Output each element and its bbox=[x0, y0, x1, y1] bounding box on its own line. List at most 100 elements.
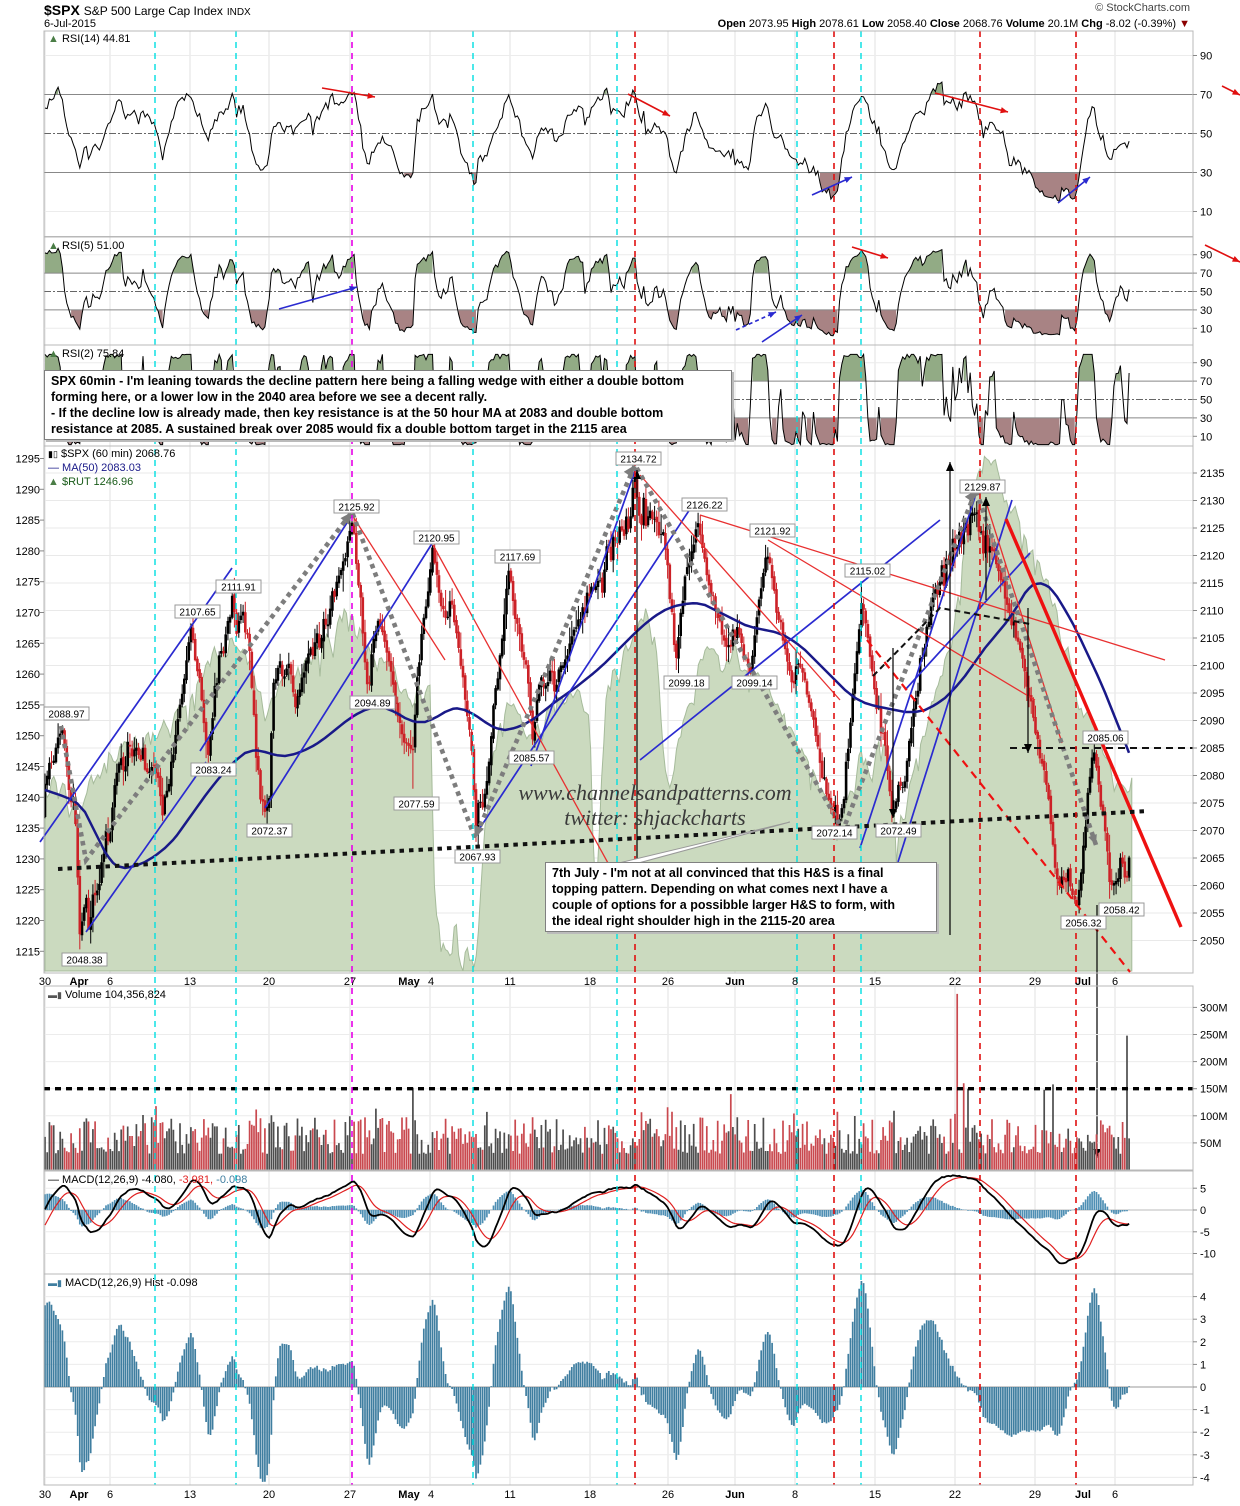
svg-text:6: 6 bbox=[1112, 976, 1118, 988]
svg-text:15: 15 bbox=[869, 1489, 881, 1501]
svg-text:70: 70 bbox=[1200, 90, 1212, 102]
svg-text:10: 10 bbox=[1200, 323, 1212, 335]
svg-text:2058.42: 2058.42 bbox=[1103, 906, 1140, 917]
svg-text:29: 29 bbox=[1029, 1489, 1041, 1501]
svg-text:1280: 1280 bbox=[16, 546, 40, 558]
svg-text:Jun: Jun bbox=[725, 976, 745, 988]
svg-text:50: 50 bbox=[1200, 129, 1212, 141]
svg-text:2095: 2095 bbox=[1200, 688, 1224, 700]
svg-text:-1: -1 bbox=[1200, 1405, 1210, 1417]
svg-text:8: 8 bbox=[792, 976, 798, 988]
svg-text:1230: 1230 bbox=[16, 854, 40, 866]
svg-text:6: 6 bbox=[107, 976, 113, 988]
svg-text:4: 4 bbox=[428, 1489, 434, 1501]
svg-text:1270: 1270 bbox=[16, 608, 40, 620]
svg-text:150M: 150M bbox=[1200, 1084, 1228, 1096]
svg-text:-5: -5 bbox=[1200, 1227, 1210, 1239]
svg-text:2067.93: 2067.93 bbox=[459, 853, 496, 864]
svg-text:2080: 2080 bbox=[1200, 771, 1224, 783]
svg-text:2110: 2110 bbox=[1200, 606, 1224, 618]
svg-text:2126.22: 2126.22 bbox=[686, 501, 723, 512]
svg-text:1225: 1225 bbox=[16, 885, 40, 897]
svg-text:1290: 1290 bbox=[16, 484, 40, 496]
svg-text:300M: 300M bbox=[1200, 1002, 1228, 1014]
svg-text:2056.32: 2056.32 bbox=[1065, 919, 1102, 930]
svg-text:2120: 2120 bbox=[1200, 551, 1224, 563]
svg-text:2085.06: 2085.06 bbox=[1087, 734, 1124, 745]
svg-text:2100: 2100 bbox=[1200, 661, 1224, 673]
svg-text:2070: 2070 bbox=[1200, 826, 1224, 838]
svg-text:2050: 2050 bbox=[1200, 936, 1224, 948]
svg-text:2055: 2055 bbox=[1200, 908, 1224, 920]
svg-text:2121.92: 2121.92 bbox=[754, 527, 791, 538]
svg-text:2072.14: 2072.14 bbox=[816, 829, 853, 840]
svg-text:20: 20 bbox=[263, 976, 275, 988]
svg-text:2094.89: 2094.89 bbox=[354, 699, 391, 710]
svg-text:50: 50 bbox=[1200, 287, 1212, 299]
svg-text:2134.72: 2134.72 bbox=[620, 455, 657, 466]
svg-text:6: 6 bbox=[1112, 1489, 1118, 1501]
svg-text:18: 18 bbox=[584, 1489, 596, 1501]
svg-text:1240: 1240 bbox=[16, 792, 40, 804]
svg-text:30: 30 bbox=[1200, 413, 1212, 425]
svg-text:4: 4 bbox=[1200, 1292, 1206, 1304]
svg-text:27: 27 bbox=[344, 976, 356, 988]
svg-text:29: 29 bbox=[1029, 976, 1041, 988]
svg-text:18: 18 bbox=[584, 976, 596, 988]
svg-text:3: 3 bbox=[1200, 1314, 1206, 1326]
svg-text:2090: 2090 bbox=[1200, 716, 1224, 728]
svg-text:2117.69: 2117.69 bbox=[500, 553, 536, 564]
svg-text:200M: 200M bbox=[1200, 1057, 1228, 1069]
svg-text:2129.87: 2129.87 bbox=[964, 483, 1001, 494]
svg-text:1215: 1215 bbox=[16, 946, 40, 958]
svg-text:-3: -3 bbox=[1200, 1450, 1210, 1462]
svg-text:0: 0 bbox=[1200, 1382, 1206, 1394]
svg-text:1265: 1265 bbox=[16, 638, 40, 650]
svg-text:22: 22 bbox=[949, 1489, 961, 1501]
svg-text:1260: 1260 bbox=[16, 669, 40, 681]
svg-text:27: 27 bbox=[344, 1489, 356, 1501]
svg-text:5: 5 bbox=[1200, 1183, 1206, 1195]
svg-text:10: 10 bbox=[1200, 431, 1212, 443]
svg-text:2120.95: 2120.95 bbox=[418, 534, 455, 545]
svg-text:twitter: shjackcharts: twitter: shjackcharts bbox=[564, 805, 745, 830]
svg-text:11: 11 bbox=[504, 976, 515, 988]
svg-text:-2: -2 bbox=[1200, 1427, 1210, 1439]
svg-text:70: 70 bbox=[1200, 268, 1212, 280]
svg-text:1255: 1255 bbox=[16, 700, 40, 712]
svg-text:90: 90 bbox=[1200, 358, 1212, 370]
svg-text:Jul: Jul bbox=[1075, 976, 1091, 988]
svg-text:70: 70 bbox=[1200, 376, 1212, 388]
svg-text:1: 1 bbox=[1200, 1359, 1206, 1371]
svg-text:250M: 250M bbox=[1200, 1030, 1228, 1042]
svg-text:Apr: Apr bbox=[70, 1489, 90, 1501]
svg-text:26: 26 bbox=[662, 976, 674, 988]
svg-text:2072.49: 2072.49 bbox=[880, 827, 917, 838]
svg-text:2125.92: 2125.92 bbox=[338, 503, 375, 514]
svg-text:1245: 1245 bbox=[16, 762, 40, 774]
svg-text:Jun: Jun bbox=[725, 1489, 745, 1501]
svg-text:2065: 2065 bbox=[1200, 853, 1224, 865]
svg-text:30: 30 bbox=[1200, 168, 1212, 180]
svg-text:30: 30 bbox=[1200, 305, 1212, 317]
svg-text:2115.02: 2115.02 bbox=[850, 567, 886, 578]
svg-text:100M: 100M bbox=[1200, 1111, 1228, 1123]
svg-text:2135: 2135 bbox=[1200, 468, 1224, 480]
svg-text:90: 90 bbox=[1200, 51, 1212, 63]
svg-text:1235: 1235 bbox=[16, 823, 40, 835]
svg-text:2115: 2115 bbox=[1200, 578, 1224, 590]
svg-text:-4: -4 bbox=[1200, 1472, 1210, 1484]
svg-text:Apr: Apr bbox=[70, 976, 90, 988]
svg-text:13: 13 bbox=[184, 1489, 196, 1501]
svg-text:1250: 1250 bbox=[16, 731, 40, 743]
svg-text:22: 22 bbox=[949, 976, 961, 988]
svg-text:2060: 2060 bbox=[1200, 881, 1224, 893]
svg-text:50: 50 bbox=[1200, 395, 1212, 407]
svg-text:2075: 2075 bbox=[1200, 798, 1224, 810]
svg-text:20: 20 bbox=[263, 1489, 275, 1501]
svg-text:0: 0 bbox=[1200, 1205, 1206, 1217]
svg-text:90: 90 bbox=[1200, 250, 1212, 262]
svg-text:13: 13 bbox=[184, 976, 196, 988]
svg-text:15: 15 bbox=[869, 976, 881, 988]
svg-text:30: 30 bbox=[39, 976, 51, 988]
